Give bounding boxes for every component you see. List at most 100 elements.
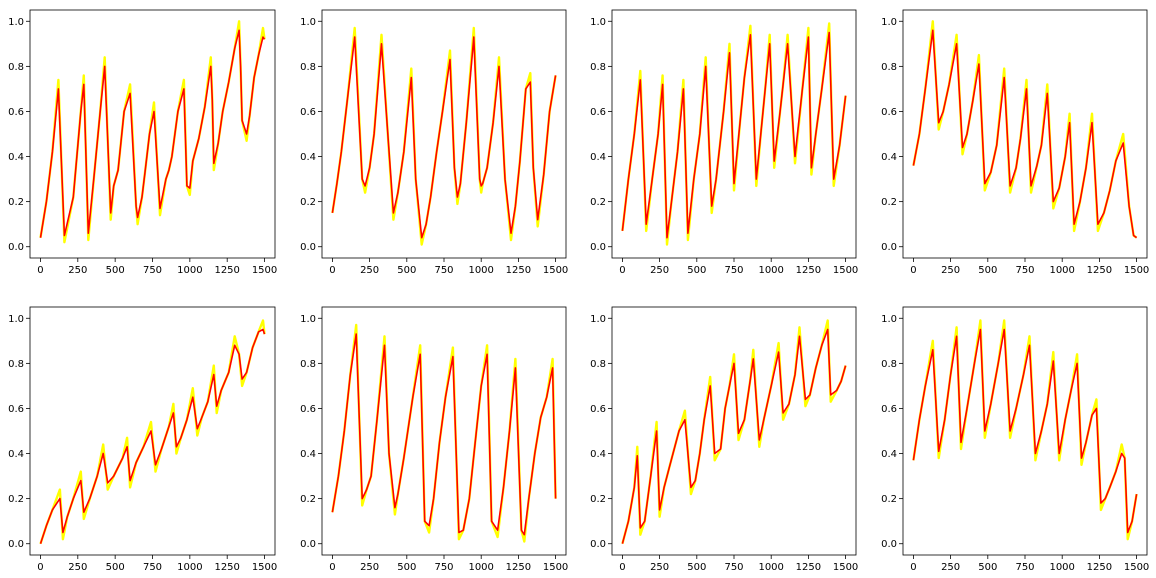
x-tick-label: 0 [910, 562, 916, 573]
x-tick-label: 1250 [214, 562, 239, 573]
x-tick-label: 1250 [1087, 562, 1112, 573]
x-tick-label: 1250 [796, 562, 821, 573]
axes-frame [611, 306, 857, 556]
y-tick-label: 0.6 [590, 404, 606, 415]
x-tick-label: 500 [978, 562, 997, 573]
subplot-2: 0 250 500 750 1000 1250 1500 0.0 0.2 0.4 0.6 0.8 1.0 [300, 9, 568, 276]
x-tick-label: 0 [329, 265, 335, 276]
y-tick-label: 0.2 [881, 494, 897, 505]
x-tick-label: 0 [329, 562, 335, 573]
x-tick-label: 1500 [833, 562, 858, 573]
x-tick-label: 500 [397, 265, 416, 276]
x-tick-label: 500 [106, 562, 125, 573]
x-tick-label: 500 [687, 265, 706, 276]
x-tick-label: 250 [650, 265, 669, 276]
y-tick-label: 0.4 [300, 152, 316, 163]
x-tick-label: 0 [619, 562, 625, 573]
y-tick-label: 0.6 [8, 107, 24, 118]
y-tick-label: 0.4 [590, 449, 606, 460]
axes-frame [902, 9, 1148, 259]
y-tick-label: 0.8 [8, 62, 24, 73]
x-tick-label: 1500 [543, 562, 568, 573]
series-smooth-line [912, 328, 1138, 534]
subplot-8: 0 250 500 750 1000 1250 1500 0.0 0.2 0.4 0.6 0.8 1.0 [881, 306, 1149, 573]
y-tick-label: 0.0 [300, 539, 316, 550]
y-tick-label: 0.4 [590, 152, 606, 163]
series-smooth-line [331, 36, 557, 239]
subplot-3: 0 250 500 750 1000 1250 1500 0.0 0.2 0.4 0.6 0.8 1.0 [590, 9, 858, 276]
series-smooth-line [331, 333, 557, 536]
x-tick-label: 1500 [1124, 265, 1149, 276]
y-tick-label: 0.0 [881, 242, 897, 253]
x-tick-label: 250 [941, 265, 960, 276]
axes-frame [29, 9, 276, 259]
series-raw-line [621, 22, 847, 246]
subplot-7: 0 250 500 750 1000 1250 1500 0.0 0.2 0.4 0.6 0.8 1.0 [590, 306, 858, 573]
y-tick-label: 0.8 [300, 359, 316, 370]
y-tick-label: 1.0 [881, 17, 897, 28]
y-tick-label: 0.4 [8, 449, 24, 460]
x-tick-label: 1000 [468, 562, 493, 573]
x-tick-label: 500 [106, 265, 125, 276]
x-tick-label: 1000 [758, 265, 783, 276]
x-tick-label: 750 [143, 265, 162, 276]
y-tick-label: 0.4 [300, 449, 316, 460]
y-tick-label: 1.0 [8, 314, 24, 325]
y-tick-label: 0.6 [8, 404, 24, 415]
x-tick-label: 0 [37, 265, 43, 276]
series-smooth-line [621, 328, 847, 544]
x-tick-label: 1500 [543, 265, 568, 276]
subplot-6: 0 250 500 750 1000 1250 1500 0.0 0.2 0.4 0.6 0.8 1.0 [300, 306, 568, 573]
y-tick-label: 0.0 [8, 242, 24, 253]
x-tick-label: 1500 [833, 265, 858, 276]
x-tick-label: 1500 [252, 562, 277, 573]
y-tick-label: 0.8 [590, 62, 606, 73]
y-tick-label: 0.6 [300, 404, 316, 415]
x-tick-label: 0 [619, 265, 625, 276]
y-tick-label: 0.6 [881, 107, 897, 118]
x-tick-label: 1500 [252, 265, 277, 276]
y-tick-label: 0.2 [8, 494, 24, 505]
y-tick-label: 0.6 [300, 107, 316, 118]
x-tick-label: 750 [434, 562, 453, 573]
y-tick-label: 0.2 [300, 197, 316, 208]
x-tick-label: 750 [1015, 265, 1034, 276]
series-smooth-line [912, 29, 1138, 239]
x-tick-label: 750 [1015, 562, 1034, 573]
axes-frame [902, 306, 1148, 556]
y-tick-label: 1.0 [300, 17, 316, 28]
x-tick-label: 1250 [506, 265, 531, 276]
x-tick-label: 1250 [1087, 265, 1112, 276]
x-tick-label: 0 [910, 265, 916, 276]
y-tick-label: 0.8 [8, 359, 24, 370]
x-tick-label: 750 [434, 265, 453, 276]
y-tick-label: 0.8 [300, 62, 316, 73]
y-tick-label: 1.0 [590, 314, 606, 325]
x-tick-label: 250 [650, 562, 669, 573]
y-tick-label: 0.0 [881, 539, 897, 550]
subplot-4: 0 250 500 750 1000 1250 1500 0.0 0.2 0.4 0.6 0.8 1.0 [881, 9, 1149, 276]
y-tick-label: 0.2 [300, 494, 316, 505]
x-tick-label: 500 [397, 562, 416, 573]
y-tick-label: 1.0 [590, 17, 606, 28]
y-tick-label: 1.0 [881, 314, 897, 325]
series-smooth-line [621, 31, 847, 239]
series-raw-line [912, 319, 1138, 541]
y-tick-label: 0.6 [881, 404, 897, 415]
x-tick-label: 500 [687, 562, 706, 573]
x-tick-label: 750 [143, 562, 162, 573]
x-tick-label: 250 [941, 562, 960, 573]
series-smooth-line [39, 29, 266, 238]
y-tick-label: 0.6 [590, 107, 606, 118]
y-tick-label: 0.2 [8, 197, 24, 208]
y-tick-label: 0.8 [881, 62, 897, 73]
x-tick-label: 1250 [506, 562, 531, 573]
x-tick-label: 1000 [1049, 562, 1074, 573]
y-tick-label: 0.0 [8, 539, 24, 550]
series-raw-line [912, 20, 1138, 239]
y-tick-label: 0.0 [590, 539, 606, 550]
series-raw-line [331, 323, 557, 543]
y-tick-label: 0.8 [590, 359, 606, 370]
subplot-1: 0 250 500 750 1000 1250 1500 0.0 0.2 0.4 0.6 0.8 1.0 [8, 9, 277, 276]
